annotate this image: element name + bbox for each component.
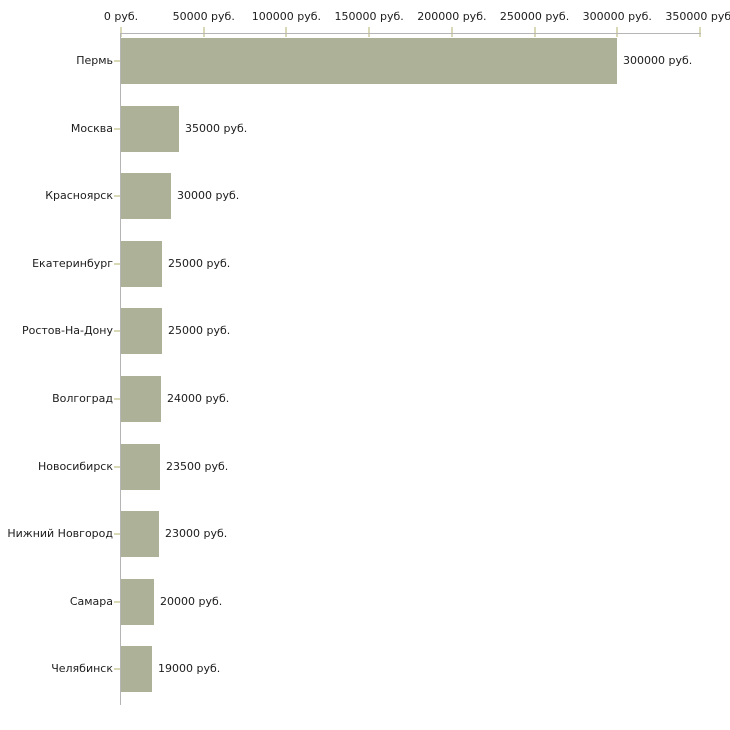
value-label: 300000 руб. (623, 54, 693, 67)
y-axis-tick-mark (114, 60, 120, 62)
y-axis-tick-mark (114, 398, 120, 400)
x-axis-tick-label: 300000 руб. (582, 10, 652, 23)
bar (121, 308, 162, 355)
x-axis-tick-label: 150000 руб. (334, 10, 404, 23)
bar (121, 240, 162, 287)
x-axis-tick-label: 0 руб. (103, 10, 139, 23)
category-label: Самара (69, 594, 113, 608)
x-axis-line (121, 33, 701, 34)
y-axis-tick-mark (114, 195, 120, 198)
x-axis-tick-label: 50000 руб. (172, 10, 235, 23)
bar (121, 105, 179, 152)
y-axis-tick-mark (114, 533, 120, 536)
x-axis-tick-mark (285, 27, 288, 37)
category-label: Нижний Новгород (7, 527, 113, 541)
y-axis-line (120, 33, 121, 705)
x-axis-tick-mark (450, 27, 453, 37)
category-label: Екатеринбург (32, 256, 113, 270)
x-axis-tick-mark (368, 27, 371, 37)
value-label: 20000 руб. (160, 594, 223, 608)
bar (121, 443, 160, 490)
bar (121, 173, 171, 220)
x-axis-tick-mark (616, 27, 619, 37)
value-label: 25000 руб. (168, 324, 231, 338)
y-axis-tick-mark (114, 330, 120, 333)
x-axis-tick-label: 100000 руб. (251, 10, 322, 23)
value-label: 23000 руб. (165, 527, 228, 541)
y-axis-tick-mark (114, 127, 120, 130)
value-label: 35000 руб. (185, 121, 248, 135)
category-label: Красноярск (45, 189, 113, 203)
category-label: Москва (70, 121, 113, 135)
y-axis-tick-mark (114, 262, 120, 265)
x-axis-tick-label: 250000 руб. (499, 10, 570, 23)
y-axis-tick-mark (114, 668, 120, 671)
category-label: Новосибирск (37, 459, 113, 473)
category-label: Волгоград (52, 392, 113, 405)
category-label: Пермь (76, 54, 113, 67)
value-label: 30000 руб. (177, 189, 240, 203)
bar (121, 578, 154, 625)
value-label: 19000 руб. (158, 662, 221, 676)
bar (121, 511, 159, 558)
category-label: Челябинск (51, 662, 113, 676)
x-axis-tick-label: 350000 руб. (665, 10, 730, 23)
bar (121, 646, 152, 693)
bar (121, 38, 617, 84)
value-label: 25000 руб. (168, 256, 231, 270)
y-axis-tick-mark (114, 465, 120, 468)
value-label: 23500 руб. (166, 459, 229, 473)
x-axis-tick-mark (533, 27, 536, 37)
bar (121, 376, 161, 422)
x-axis-tick-mark (202, 27, 205, 37)
value-label: 24000 руб. (167, 392, 230, 405)
category-label: Ростов-На-Дону (21, 324, 113, 338)
x-axis-tick-label: 200000 руб. (417, 10, 487, 23)
x-axis-tick-mark (120, 27, 122, 37)
y-axis-tick-mark (114, 600, 120, 603)
x-axis-tick-mark (699, 27, 701, 37)
